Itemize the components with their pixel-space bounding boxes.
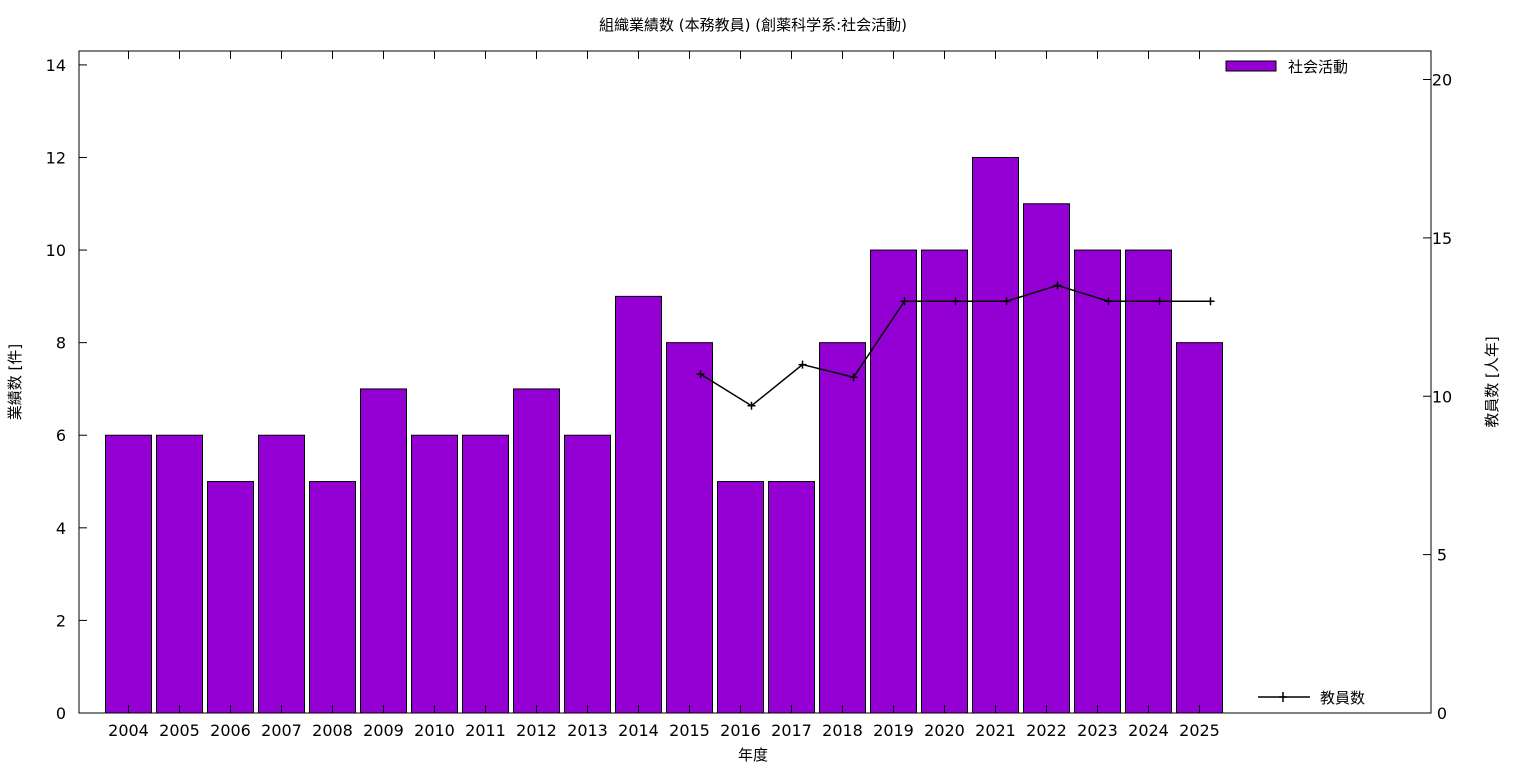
bar-2009 (360, 388, 407, 714)
plot-frame (78, 50, 1432, 714)
legend-bar-label: 社会活動 (1288, 58, 1348, 76)
bar-2008 (309, 481, 356, 714)
bar-2025 (1176, 342, 1223, 714)
legend-line-marker (1279, 692, 1287, 702)
bar-2018 (819, 342, 866, 714)
bar-2004 (105, 434, 152, 714)
y-axis-right: 0 5 10 15 20 (1423, 71, 1452, 723)
x-axis-label: 年度 (738, 746, 768, 764)
x-tick-label-2015: 2015 (669, 721, 710, 740)
y-tick-label-12: 12 (46, 148, 66, 167)
bar-series (105, 156, 1223, 714)
x-tick-label-2004: 2004 (108, 721, 149, 740)
bar-2011 (462, 434, 509, 714)
bar-2010 (411, 434, 458, 714)
point-2015 (696, 370, 705, 379)
bar-2021 (972, 156, 1019, 714)
x-tick-label-2007: 2007 (261, 721, 302, 740)
point-2016 (747, 401, 756, 410)
point-2023 (1104, 297, 1113, 306)
y2-tick-label-5: 5 (1437, 546, 1447, 565)
y-tick-label-14: 14 (46, 56, 66, 75)
bar-2024 (1125, 249, 1172, 714)
y-tick-label-0: 0 (56, 704, 66, 723)
bar-2023 (1074, 249, 1121, 714)
x-tick-label-2023: 2023 (1077, 721, 1118, 740)
bar-2012 (513, 388, 560, 714)
point-2020 (951, 297, 960, 306)
y-tick-label-4: 4 (56, 519, 66, 538)
point-2025 (1206, 297, 1215, 306)
bar-2016 (717, 481, 764, 714)
y-tick-label-2: 2 (56, 611, 66, 630)
x-tick-label-2014: 2014 (618, 721, 659, 740)
x-tick-label-2018: 2018 (822, 721, 863, 740)
point-2024 (1155, 297, 1164, 306)
legend-line-label: 教員数 (1320, 689, 1365, 707)
x-tick-label-2011: 2011 (465, 721, 506, 740)
point-2018 (849, 373, 858, 382)
legend-bar-swatch (1225, 60, 1277, 72)
y-axis-label: 業績数 [件] (6, 344, 24, 420)
bar-2005 (156, 434, 203, 714)
x-tick-label-2009: 2009 (363, 721, 404, 740)
y2-axis-label: 教員数 [人年] (1483, 336, 1501, 427)
x-tick-label-2006: 2006 (210, 721, 251, 740)
y-axis-left: 0 2 4 6 8 10 12 14 (46, 56, 87, 723)
x-tick-label-2013: 2013 (567, 721, 608, 740)
y-tick-label-8: 8 (56, 334, 66, 353)
y2-tick-label-15: 15 (1432, 229, 1452, 248)
x-tick-label-2025: 2025 (1179, 721, 1220, 740)
bar-2006 (207, 481, 254, 714)
x-tick-label-2016: 2016 (720, 721, 761, 740)
x-tick-label-2012: 2012 (516, 721, 557, 740)
x-tick-label-2021: 2021 (975, 721, 1016, 740)
y2-tick-label-0: 0 (1437, 704, 1447, 723)
x-tick-label-2008: 2008 (312, 721, 353, 740)
bar-2019 (870, 249, 917, 714)
x-tick-label-2020: 2020 (924, 721, 965, 740)
bar-2007 (258, 434, 305, 714)
legend-bar: 社会活動 (1225, 58, 1348, 76)
point-2022 (1053, 281, 1062, 290)
y2-tick-label-10: 10 (1432, 387, 1452, 406)
x-tick-label-2017: 2017 (771, 721, 812, 740)
bar-2014 (615, 295, 662, 714)
chart-title: 組織業績数 (本務教員) (創薬科学系:社会活動) (599, 16, 907, 34)
point-2021 (1002, 297, 1011, 306)
y2-tick-label-20: 20 (1432, 71, 1452, 90)
bar-2022 (1023, 203, 1070, 714)
bar-2013 (564, 434, 611, 714)
legend-line: 教員数 (1258, 689, 1365, 707)
point-2019 (900, 297, 909, 306)
point-2017 (798, 360, 807, 369)
x-tick-label-2005: 2005 (159, 721, 200, 740)
y-tick-label-6: 6 (56, 426, 66, 445)
x-tick-label-2024: 2024 (1128, 721, 1169, 740)
x-tick-label-2010: 2010 (414, 721, 455, 740)
line-series (696, 281, 1215, 410)
x-tick-label-2022: 2022 (1026, 721, 1067, 740)
x-axis: 2004 2005 2006 2007 2008 2009 2010 2011 2012 2013… (108, 51, 1220, 740)
bar-2020 (921, 249, 968, 714)
bar-2015 (666, 342, 713, 714)
bar-2017 (768, 481, 815, 714)
y-tick-label-10: 10 (46, 241, 66, 260)
x-tick-label-2019: 2019 (873, 721, 914, 740)
